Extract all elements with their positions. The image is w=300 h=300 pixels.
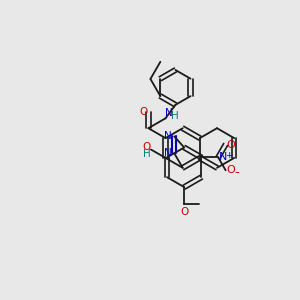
Text: N: N bbox=[165, 108, 172, 118]
Text: O: O bbox=[226, 140, 235, 149]
Text: O: O bbox=[180, 207, 188, 217]
Text: O: O bbox=[226, 165, 235, 175]
Text: O: O bbox=[143, 142, 151, 152]
Text: +: + bbox=[225, 151, 233, 160]
Text: -: - bbox=[234, 166, 239, 179]
Text: N: N bbox=[219, 152, 227, 162]
Text: H: H bbox=[143, 149, 151, 160]
Text: N: N bbox=[164, 148, 172, 158]
Text: H: H bbox=[171, 111, 178, 121]
Text: N: N bbox=[164, 131, 172, 141]
Text: O: O bbox=[139, 107, 148, 117]
